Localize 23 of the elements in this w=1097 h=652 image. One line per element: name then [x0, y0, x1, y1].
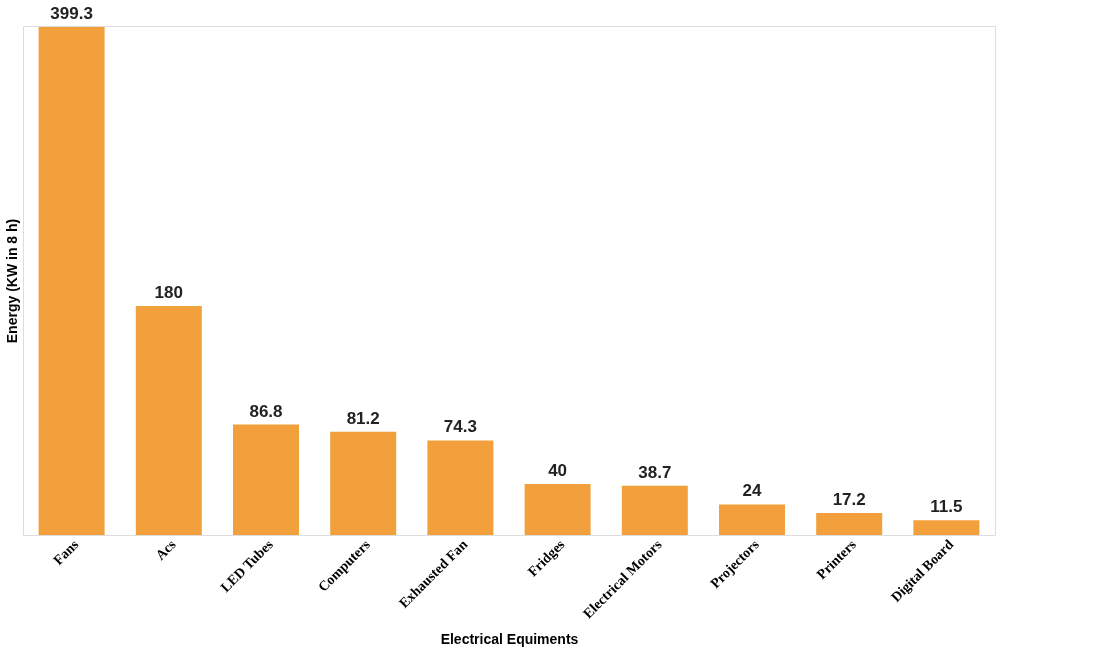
data-label: 11.5: [930, 497, 963, 517]
bar: [135, 305, 202, 535]
bar: [621, 485, 688, 535]
bar: [233, 424, 299, 535]
data-label: 180: [154, 282, 183, 302]
bar: [330, 431, 397, 535]
bar: [816, 513, 883, 535]
data-label: 74.3: [443, 417, 477, 437]
bar: [427, 440, 494, 535]
data-label: 38.7: [638, 462, 672, 482]
bar: [913, 520, 980, 535]
x-tick-label: Acs: [152, 536, 180, 563]
data-label: 24: [742, 481, 762, 501]
bar: [524, 484, 591, 535]
x-axis-title: Electrical Equiments: [440, 631, 579, 648]
data-label: 399.3: [50, 3, 93, 23]
data-label: 40: [548, 461, 568, 481]
bar: [719, 504, 785, 535]
data-label: 81.2: [346, 408, 380, 428]
data-label: 86.8: [249, 401, 283, 421]
data-label: 17.2: [832, 490, 866, 510]
bar: [38, 26, 105, 535]
y-axis-title: Energy (KW in 8 h): [3, 218, 20, 344]
